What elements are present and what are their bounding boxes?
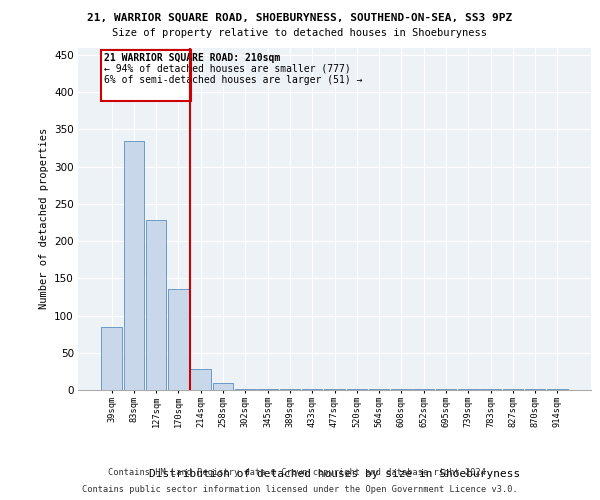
Bar xyxy=(168,290,189,390)
FancyBboxPatch shape xyxy=(101,50,191,101)
Bar xyxy=(413,388,434,390)
Bar xyxy=(280,388,300,390)
Bar xyxy=(347,388,367,390)
Bar xyxy=(146,220,166,390)
Bar xyxy=(302,388,322,390)
Bar xyxy=(369,388,389,390)
Text: ← 94% of detached houses are smaller (777): ← 94% of detached houses are smaller (77… xyxy=(104,64,351,74)
Bar xyxy=(525,388,545,390)
Bar xyxy=(503,388,523,390)
Y-axis label: Number of detached properties: Number of detached properties xyxy=(38,128,49,310)
Text: 21 WARRIOR SQUARE ROAD: 210sqm: 21 WARRIOR SQUARE ROAD: 210sqm xyxy=(104,52,280,62)
Bar xyxy=(257,388,278,390)
Bar xyxy=(391,388,412,390)
Bar xyxy=(235,388,256,390)
Bar xyxy=(190,369,211,390)
X-axis label: Distribution of detached houses by size in Shoeburyness: Distribution of detached houses by size … xyxy=(149,468,520,478)
Bar xyxy=(547,388,568,390)
Text: Contains public sector information licensed under the Open Government Licence v3: Contains public sector information licen… xyxy=(82,484,518,494)
Text: 6% of semi-detached houses are larger (51) →: 6% of semi-detached houses are larger (5… xyxy=(104,75,362,85)
Bar xyxy=(101,326,122,390)
Bar xyxy=(324,388,345,390)
Bar xyxy=(480,388,501,390)
Bar xyxy=(124,140,144,390)
Bar xyxy=(436,388,456,390)
Text: Contains HM Land Registry data © Crown copyright and database right 2024.: Contains HM Land Registry data © Crown c… xyxy=(109,468,491,477)
Bar xyxy=(213,382,233,390)
Text: Size of property relative to detached houses in Shoeburyness: Size of property relative to detached ho… xyxy=(113,28,487,38)
Bar xyxy=(458,388,479,390)
Text: 21, WARRIOR SQUARE ROAD, SHOEBURYNESS, SOUTHEND-ON-SEA, SS3 9PZ: 21, WARRIOR SQUARE ROAD, SHOEBURYNESS, S… xyxy=(88,12,512,22)
